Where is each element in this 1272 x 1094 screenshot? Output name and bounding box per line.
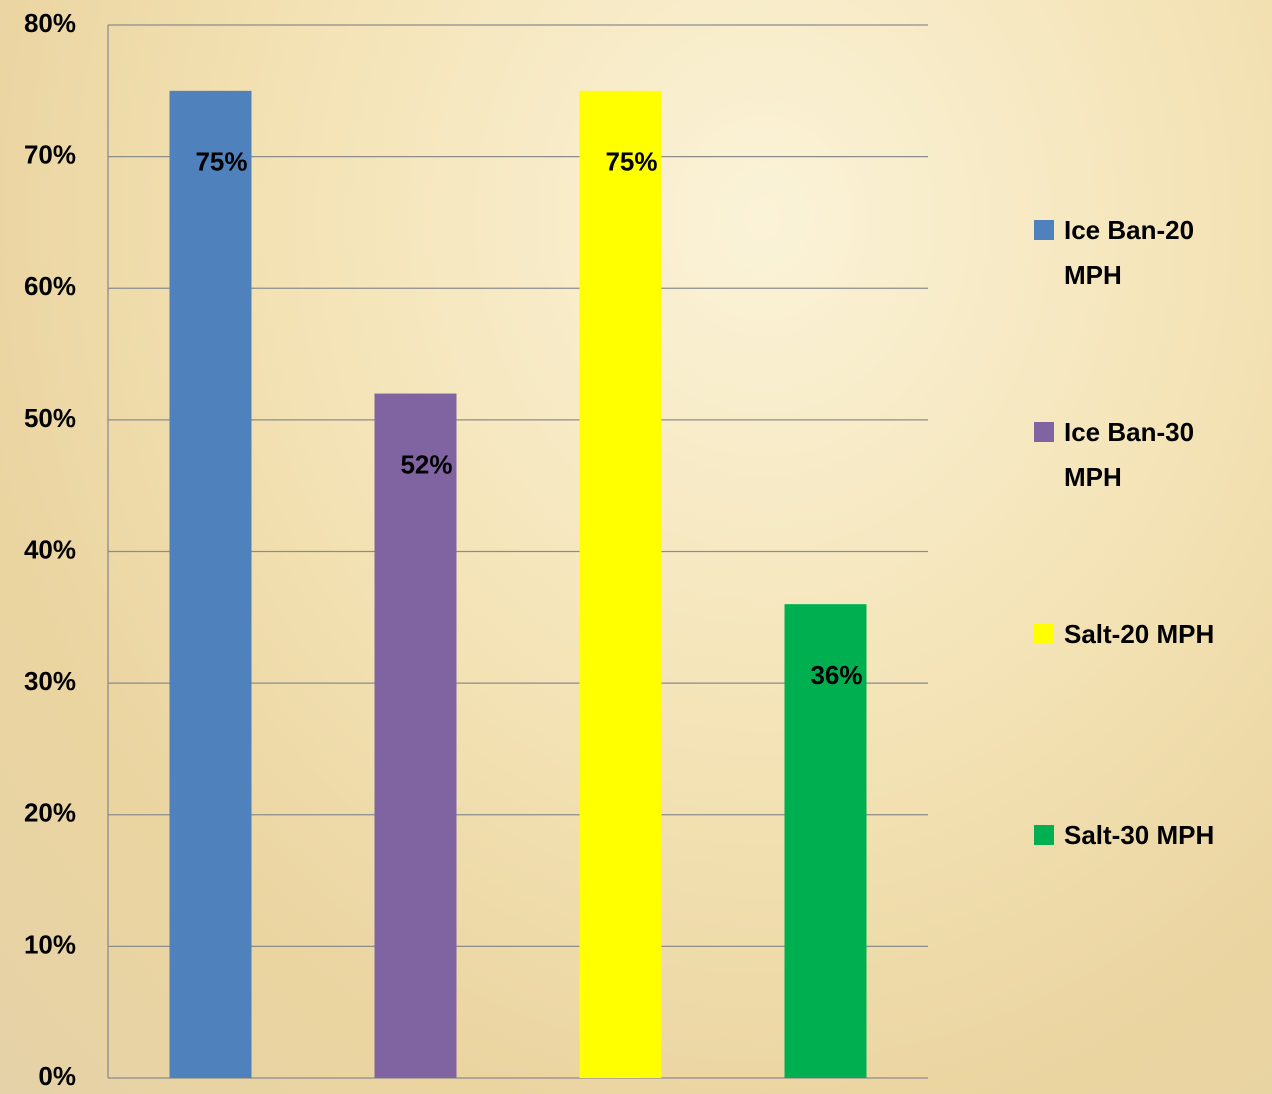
data-label: 75% [195,147,247,177]
legend-swatch [1034,220,1054,240]
legend-entry: Ice Ban-30 MPH [1034,410,1244,500]
bar [579,90,662,1078]
legend-swatch [1034,624,1054,644]
y-tick-label: 80% [24,8,76,38]
data-label: 75% [605,147,657,177]
bar [169,90,252,1078]
legend-swatch [1034,825,1054,845]
legend-label: Salt-20 MPH [1064,619,1215,649]
legend-label: Ice Ban-30 MPH [1064,417,1195,492]
data-label: 52% [400,449,452,479]
bar [374,393,457,1078]
y-tick-label: 10% [24,929,76,959]
y-tick-label: 0% [38,1061,76,1091]
legend-entry: Salt-30 MPH [1034,813,1244,858]
y-tick-label: 20% [24,798,76,828]
legend-entry: Ice Ban-20 MPH [1034,208,1244,298]
legend-entry: Salt-20 MPH [1034,612,1244,657]
y-tick-label: 50% [24,403,76,433]
legend-label: Salt-30 MPH [1064,820,1215,850]
legend-label: Ice Ban-20 MPH [1064,215,1195,290]
data-label: 36% [810,660,862,690]
legend-swatch [1034,422,1054,442]
y-tick-label: 60% [24,271,76,301]
y-tick-label: 30% [24,666,76,696]
bar [784,604,867,1078]
y-tick-label: 70% [24,140,76,170]
y-tick-label: 40% [24,534,76,564]
